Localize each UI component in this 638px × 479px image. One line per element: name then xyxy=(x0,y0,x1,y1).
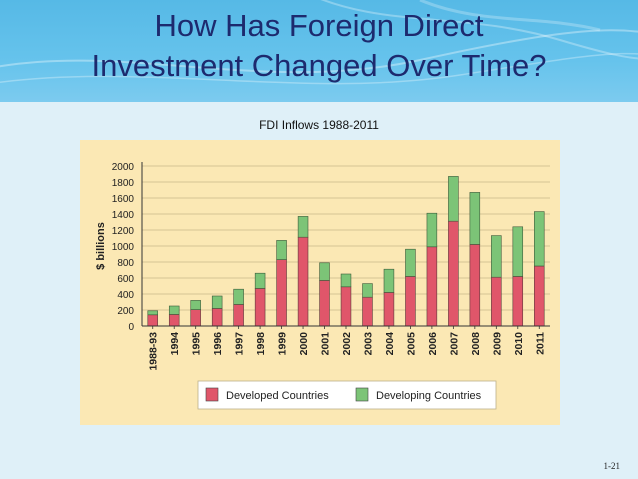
y-tick-label: 1400 xyxy=(112,210,135,221)
x-tick-label: 1998 xyxy=(255,332,267,356)
x-tick-label: 2010 xyxy=(513,332,525,356)
bar-developed xyxy=(297,236,309,327)
bar-developed xyxy=(340,286,352,327)
x-tick-label: 2001 xyxy=(320,332,332,356)
bar-developed xyxy=(405,276,416,327)
legend-box xyxy=(197,380,497,410)
y-tick-label: 600 xyxy=(117,274,134,285)
y-tick-label: 1200 xyxy=(112,226,135,237)
y-tick-label: 1600 xyxy=(112,194,135,205)
y-tick-label: 1800 xyxy=(112,178,135,189)
x-tick-label: 2011 xyxy=(534,332,546,355)
page-number: 1-21 xyxy=(603,461,621,471)
bar-developing xyxy=(190,300,201,310)
x-tick-label: 1995 xyxy=(191,332,203,356)
bar-developing xyxy=(362,283,373,298)
bars xyxy=(147,176,545,327)
bar-developed xyxy=(491,276,502,327)
x-tick-label: 2000 xyxy=(298,332,310,356)
stacked-bar-chart: 0 200 400 600 800 1000 1200 1400 1600 1800 2000 $ b… xyxy=(95,162,550,410)
bar-developed xyxy=(211,308,223,327)
x-tick-label: 1994 xyxy=(169,332,181,356)
bar-developed xyxy=(190,309,201,327)
bar-developed xyxy=(512,276,524,327)
bar-developed xyxy=(426,246,438,327)
chart-panel: 0 200 400 600 800 1000 1200 1400 1600 1800 2000 $ b… xyxy=(80,140,560,425)
bar-developing xyxy=(405,248,416,277)
legend-label: Developed Countries xyxy=(226,390,329,402)
bar-developing xyxy=(448,176,459,222)
y-tick-label: 0 xyxy=(128,322,134,333)
bar-developing xyxy=(319,262,330,281)
x-tick-label: 2003 xyxy=(362,332,374,356)
bar-developed xyxy=(469,244,481,327)
bar-developed xyxy=(362,296,373,327)
gridlines xyxy=(142,165,550,327)
y-tick-label: 1000 xyxy=(112,242,135,253)
bar-developing xyxy=(233,288,244,305)
x-tick-label: 1999 xyxy=(277,332,289,356)
x-tick-label: 1988-93 xyxy=(148,332,160,371)
x-tick-label: 2008 xyxy=(470,332,482,356)
bar-developed xyxy=(147,314,158,327)
x-tick-label: 2007 xyxy=(448,332,460,356)
bar-developing xyxy=(254,272,266,289)
bar-developing xyxy=(211,295,223,309)
chart-title: FDI Inflows 1988-2011 xyxy=(259,118,379,132)
bar-developed xyxy=(319,280,330,327)
slide-title: How Has Foreign Direct Investment Change… xyxy=(0,6,638,86)
x-tick-label: 2009 xyxy=(491,332,503,356)
bar-developing xyxy=(276,240,287,260)
bar-developed xyxy=(534,265,545,327)
x-tick-label: 2005 xyxy=(405,332,417,356)
header-wave-decoration xyxy=(0,0,638,85)
legend: Developed Countries Developing Countries xyxy=(197,380,497,410)
bar-developing xyxy=(168,305,180,315)
bar-developing xyxy=(512,226,524,277)
bar-developing xyxy=(147,310,158,316)
x-tick-label: 2006 xyxy=(427,332,439,356)
axes: 0 200 400 600 800 1000 1200 1400 1600 1800 2000 $ b… xyxy=(95,162,550,371)
y-tick-label: 200 xyxy=(117,306,134,317)
bar-developing xyxy=(383,268,395,293)
bar-developed xyxy=(168,314,180,327)
bar-developing xyxy=(534,211,545,267)
legend-swatch xyxy=(355,387,369,402)
y-tick-label: 400 xyxy=(117,290,134,301)
bar-developing xyxy=(426,212,438,248)
x-tick-label: 2002 xyxy=(341,332,353,356)
slide-header: How Has Foreign Direct Investment Change… xyxy=(0,0,638,102)
bar-developing xyxy=(491,235,502,278)
y-tick-label: 800 xyxy=(117,258,134,269)
y-tick-label: 2000 xyxy=(112,162,135,173)
bar-developed xyxy=(448,220,459,327)
bar-developed xyxy=(383,292,395,327)
x-tick-label: 1997 xyxy=(234,332,246,356)
bar-developing xyxy=(340,273,352,288)
bar-developed xyxy=(276,259,287,327)
slide-title-line-2: Investment Changed Over Time? xyxy=(91,48,547,83)
slide-title-line-1: How Has Foreign Direct xyxy=(154,8,484,43)
bar-developed xyxy=(254,288,266,327)
legend-swatch xyxy=(205,387,219,402)
x-tick-label: 1996 xyxy=(212,332,224,356)
bar-developed xyxy=(233,304,244,327)
bar-developing xyxy=(297,216,309,238)
bar-developing xyxy=(469,192,481,245)
legend-label: Developing Countries xyxy=(376,390,482,402)
y-axis-label: $ billions xyxy=(95,222,107,270)
x-tick-label: 2004 xyxy=(384,332,396,356)
